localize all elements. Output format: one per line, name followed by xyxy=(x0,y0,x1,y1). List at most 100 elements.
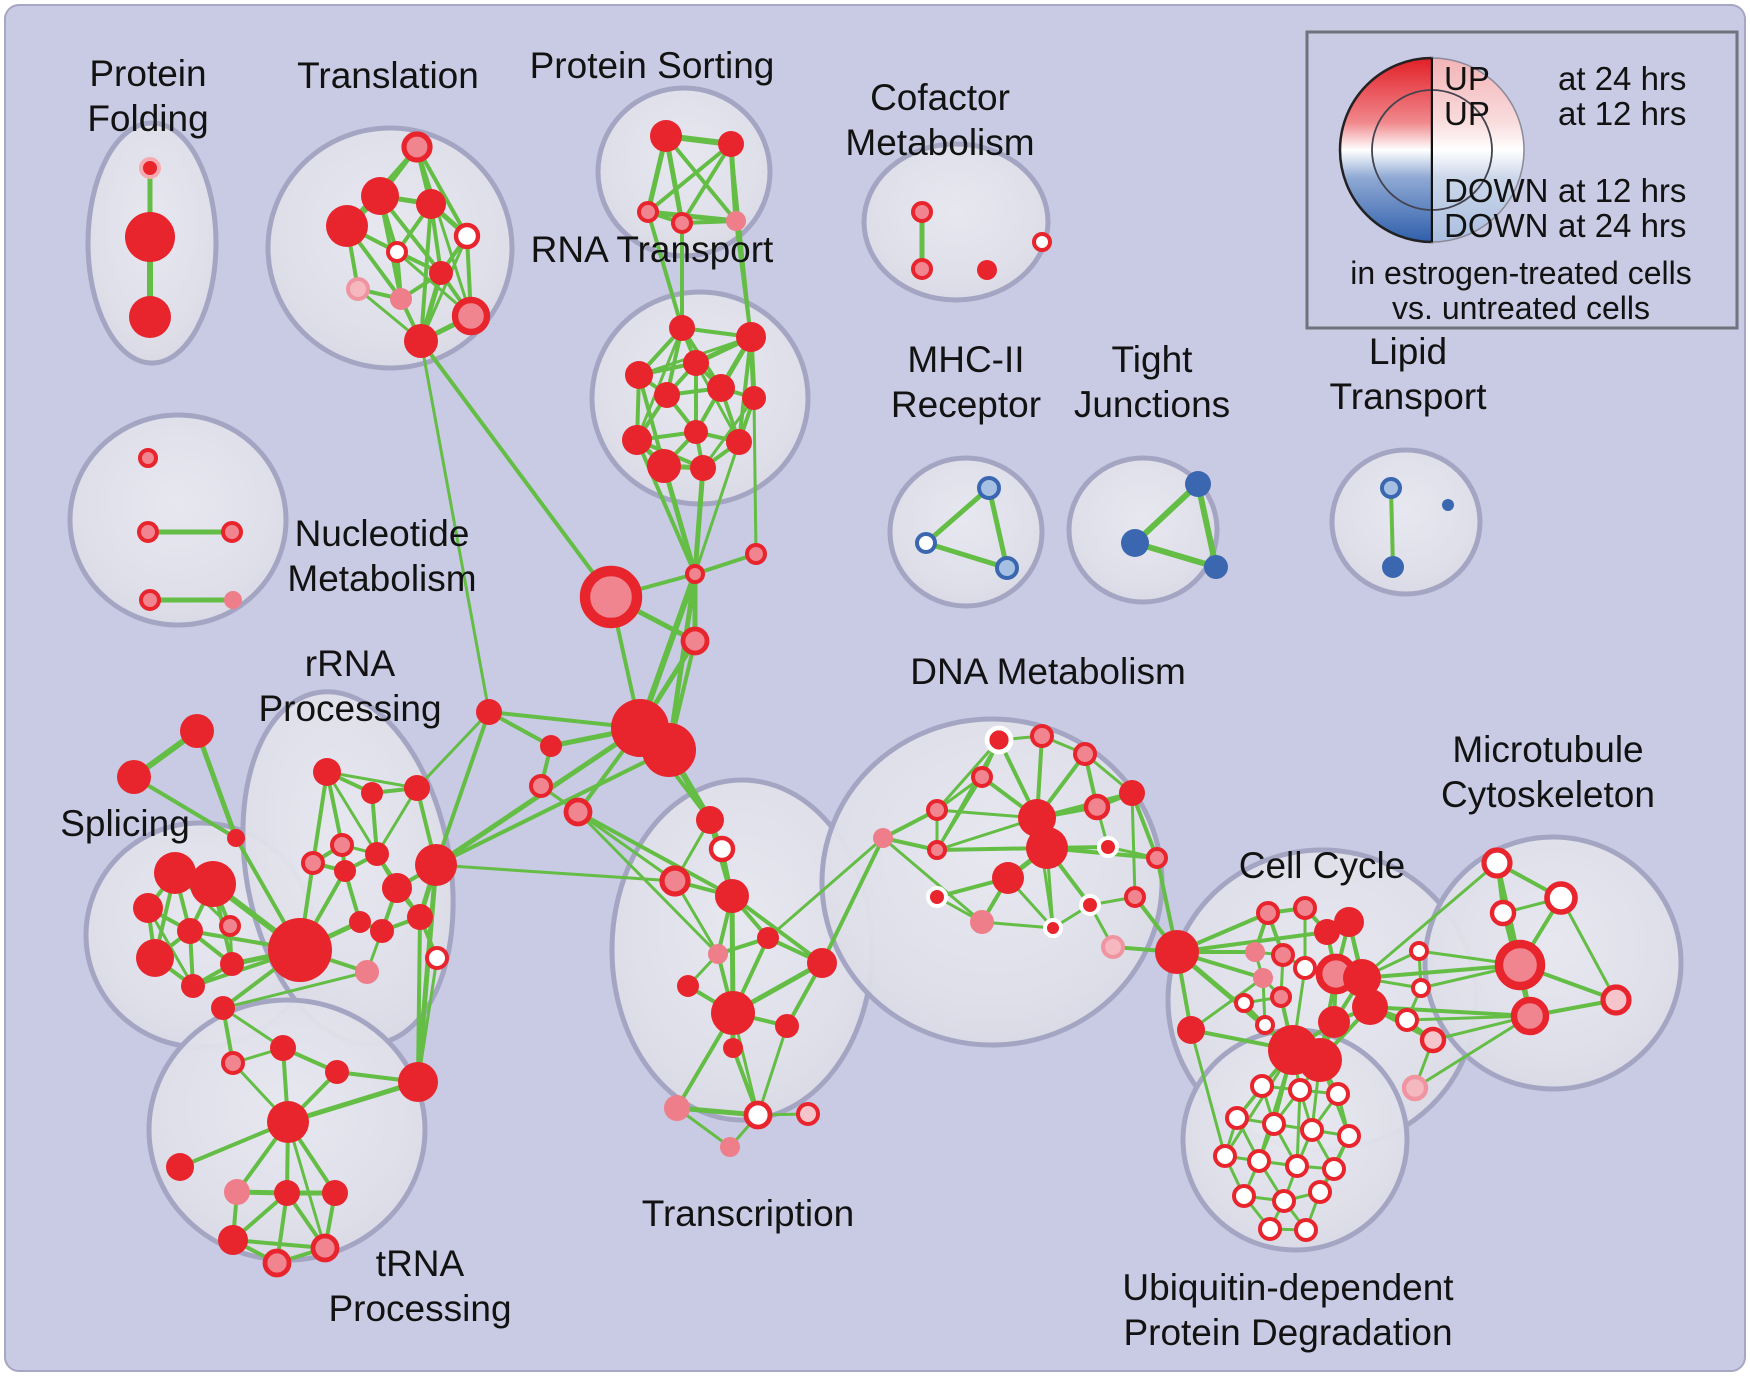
network-node xyxy=(1401,1074,1429,1102)
network-edge xyxy=(325,770,419,790)
network-edge xyxy=(1132,540,1219,570)
network-node xyxy=(685,564,705,584)
network-node xyxy=(325,1060,349,1084)
network-node xyxy=(1043,918,1063,938)
network-node xyxy=(873,828,893,848)
network-node xyxy=(117,760,151,794)
network-edge xyxy=(434,710,491,867)
network-edge xyxy=(701,396,756,470)
legend-note-line1: in estrogen-treated cells xyxy=(1350,255,1692,291)
cluster-ellipse-nucleotide-metabolism xyxy=(67,412,289,628)
network-node xyxy=(227,829,245,847)
network-edge xyxy=(415,145,469,238)
network-node xyxy=(796,1102,820,1126)
network-node xyxy=(1083,793,1111,821)
network-edge xyxy=(737,335,753,444)
network-edge xyxy=(635,326,684,442)
network-node xyxy=(221,1051,245,1075)
network-node xyxy=(1318,1006,1350,1038)
network-node xyxy=(1213,1144,1237,1168)
network-edge xyxy=(881,836,984,924)
network-node xyxy=(365,842,389,866)
network-edge xyxy=(1130,791,1137,899)
network-node xyxy=(1343,959,1381,997)
network-node xyxy=(326,205,368,247)
network-node xyxy=(219,915,241,937)
network-node xyxy=(977,260,997,280)
network-node xyxy=(669,315,695,341)
legend-dir-down-24: DOWN xyxy=(1444,207,1548,244)
network-node xyxy=(926,886,948,908)
network-node xyxy=(136,939,174,977)
network-node xyxy=(211,996,235,1020)
network-node xyxy=(911,201,933,223)
network-node xyxy=(1380,477,1402,499)
network-node xyxy=(429,261,453,285)
network-node xyxy=(133,893,163,923)
network-edge xyxy=(231,1238,327,1250)
network-node xyxy=(181,974,205,998)
network-edge xyxy=(1189,976,1265,1032)
legend-dir-up-12: UP xyxy=(1444,95,1490,132)
legend-dial-right-icon xyxy=(1431,57,1525,243)
network-node xyxy=(425,946,449,970)
network-node xyxy=(221,521,243,543)
network-node xyxy=(992,862,1024,894)
network-node xyxy=(220,952,244,976)
network-node xyxy=(995,556,1019,580)
network-edge xyxy=(325,770,379,856)
network-node xyxy=(1308,1180,1332,1204)
cluster-label-ubiquitin-degradation: Ubiquitin-dependent Protein Degradation xyxy=(1122,1267,1454,1353)
network-node xyxy=(355,960,379,984)
network-edge xyxy=(221,970,369,1010)
cluster-label-cell-cycle: Cell Cycle xyxy=(1239,845,1406,886)
cluster-label-trna-processing: tRNA Processing xyxy=(328,1243,511,1329)
network-node xyxy=(1419,1026,1447,1054)
network-node xyxy=(563,797,593,827)
network-node xyxy=(1079,894,1101,916)
cluster-label-cofactor-metabolism: Cofactor Metabolism xyxy=(845,77,1034,163)
network-node xyxy=(386,241,408,263)
network-edge xyxy=(680,142,733,225)
cluster-label-translation: Translation xyxy=(297,55,479,96)
network-edge xyxy=(419,339,491,714)
legend: UP at 24 hrs UP at 12 hrs DOWN at 12 hrs… xyxy=(1305,30,1739,330)
network-node xyxy=(404,324,438,358)
network-node xyxy=(1352,989,1388,1025)
network-edge xyxy=(820,836,885,965)
network-node xyxy=(1510,996,1550,1036)
cluster-label-protein-folding: Protein Folding xyxy=(87,53,208,139)
network-node xyxy=(1245,942,1265,962)
network-node xyxy=(680,626,710,656)
network-node xyxy=(190,861,236,907)
network-node xyxy=(268,918,332,982)
network-node xyxy=(390,288,412,310)
network-edge xyxy=(416,915,422,1084)
network-node xyxy=(1250,1074,1274,1098)
network-node xyxy=(1294,1218,1318,1242)
network-node xyxy=(1382,556,1404,578)
network-node xyxy=(718,131,744,157)
legend-box xyxy=(1305,30,1739,330)
cluster-label-mhc-ii-receptor: MHC-II Receptor xyxy=(891,339,1041,425)
network-node xyxy=(1293,956,1317,980)
network-edge xyxy=(646,210,684,330)
network-node xyxy=(129,296,171,338)
legend-time-24-up: at 24 hrs xyxy=(1558,60,1686,97)
network-node xyxy=(224,591,242,609)
network-node xyxy=(453,222,481,250)
network-edge xyxy=(692,465,706,577)
network-edge xyxy=(1360,963,1522,980)
network-edge xyxy=(923,485,992,546)
cluster-label-splicing: Splicing xyxy=(60,803,190,844)
cluster-ellipse-lipid-transport xyxy=(1329,447,1483,597)
network-node xyxy=(742,386,766,410)
network-edge xyxy=(1195,481,1219,570)
network-edge xyxy=(766,836,885,940)
network-edge xyxy=(434,748,671,867)
network-node xyxy=(139,157,161,179)
network-node xyxy=(642,723,696,777)
cluster-label-protein-sorting: Protein Sorting xyxy=(530,45,775,86)
network-node xyxy=(726,211,746,231)
network-node xyxy=(720,1137,740,1157)
